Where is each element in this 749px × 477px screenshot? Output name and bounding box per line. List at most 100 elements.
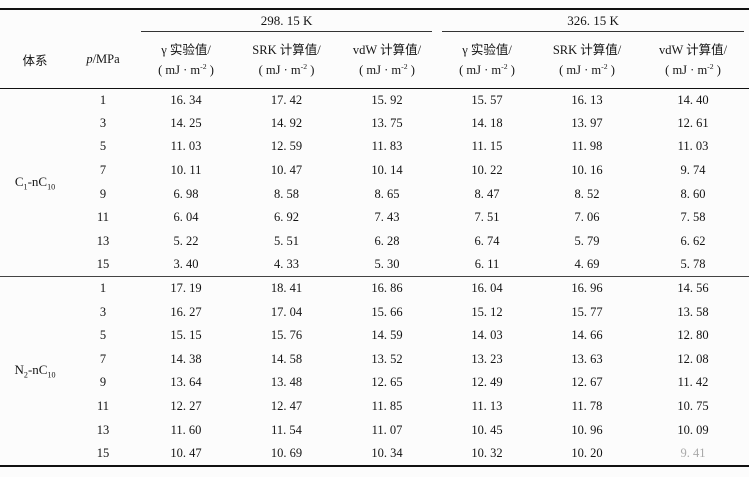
data-table: 298. 15 K 326. 15 K 体系 p/MPa γ 实验值/ ( mJ… [0, 8, 749, 467]
value-cell: 12. 27 [170, 399, 202, 414]
temp-label-298: 298. 15 K [260, 13, 313, 28]
value-cell: 11. 78 [571, 399, 603, 414]
value-cell: 10. 20 [571, 445, 603, 460]
temp-header-298: 298. 15 K [136, 9, 437, 32]
pressure-cell: 15 [96, 257, 110, 272]
value-cell: 11. 85 [371, 399, 403, 414]
value-cell: 15. 66 [371, 304, 403, 319]
value-cell: 15. 15 [170, 328, 202, 343]
value-cell: 4. 69 [574, 257, 600, 272]
col-header-vdw-298: vdW 计算值/ ( mJ · m-2 ) [352, 43, 422, 77]
value-cell: 12. 61 [677, 115, 709, 130]
col-header-system: 体系 [22, 54, 48, 69]
table-row: 9 13. 64 13. 48 12. 65 12. 49 12. 67 11. 42 [0, 371, 749, 395]
value-cell: 11. 98 [571, 139, 603, 154]
pressure-cell: 5 [99, 139, 107, 154]
value-cell: 7. 58 [680, 210, 706, 225]
pressure-unit: /MPa [92, 52, 120, 67]
system-label-text: C [14, 173, 24, 189]
col-header-vdw-326: vdW 计算值/ ( mJ · m-2 ) [658, 43, 728, 77]
system-label-text: -nC [27, 362, 48, 378]
col-header-gamma-exp-326: γ 实验值/ ( mJ · m-2 ) [459, 43, 515, 77]
value-cell: 16. 04 [437, 276, 538, 301]
value-cell: 10. 22 [471, 163, 503, 178]
value-cell: 9. 41 [680, 445, 706, 460]
table-row: 7 10. 11 10. 47 10. 14 10. 22 10. 16 9. 74 [0, 159, 749, 183]
value-cell: 15. 12 [471, 304, 503, 319]
value-cell: 13. 52 [371, 351, 403, 366]
system-label: C1-nC10 [0, 88, 70, 277]
value-cell: 5. 51 [274, 233, 299, 248]
pressure-cell: 11 [96, 210, 110, 225]
table-row: N2-nC10 1 17. 19 18. 41 16. 86 16. 04 16. 96 14… [0, 276, 749, 466]
table-row: 7 14. 38 14. 58 13. 52 13. 23 13. 63 12. 08 [0, 348, 749, 372]
value-cell: 8. 47 [474, 186, 500, 201]
value-cell: 9. 74 [680, 163, 706, 178]
pressure-cell: 3 [99, 304, 107, 319]
value-cell: 16. 13 [571, 92, 603, 107]
table-row: 13 5. 22 5. 51 6. 28 6. 74 5. 79 6. 62 [0, 230, 749, 254]
value-cell: 10. 32 [471, 445, 503, 460]
value-cell: 16. 34 [170, 92, 202, 107]
system-label-subscript: 2 [23, 370, 28, 380]
value-cell: 6. 28 [374, 233, 400, 248]
temp-spacer [0, 9, 136, 32]
pressure-cell: 1 [70, 276, 136, 301]
pressure-cell: 9 [99, 375, 107, 390]
value-cell: 13. 23 [471, 351, 503, 366]
value-cell: 10. 09 [677, 422, 709, 437]
value-cell: 13. 75 [371, 115, 403, 130]
value-cell: 14. 59 [371, 328, 403, 343]
value-cell: 10. 45 [471, 422, 503, 437]
value-cell: 11. 60 [170, 422, 202, 437]
value-cell: 14. 40 [677, 92, 709, 107]
value-cell: 11. 15 [471, 139, 503, 154]
pressure-cell: 7 [99, 163, 107, 178]
value-cell: 5. 79 [574, 233, 600, 248]
value-cell: 4. 33 [274, 257, 299, 272]
value-cell: 10. 14 [371, 163, 403, 178]
value-cell: 10. 47 [270, 163, 303, 178]
value-cell: 16. 27 [170, 304, 202, 319]
value-cell: 5. 30 [374, 257, 400, 272]
value-cell: 14. 18 [471, 115, 503, 130]
pressure-cell: 13 [96, 422, 110, 437]
value-cell: 8. 52 [574, 186, 600, 201]
value-cell: 10. 16 [571, 163, 603, 178]
value-cell: 11. 83 [371, 139, 403, 154]
value-cell: 12. 49 [471, 375, 503, 390]
col-header-srk-326: SRK 计算值/ ( mJ · m-2 ) [552, 43, 622, 77]
system-label-subscript: 10 [47, 370, 56, 380]
pressure-symbol: p [86, 52, 93, 67]
table-header: 298. 15 K 326. 15 K 体系 p/MPa γ 实验值/ ( mJ… [0, 9, 749, 88]
pressure-cell: 5 [99, 328, 107, 343]
table-row: 3 16. 27 17. 04 15. 66 15. 12 15. 77 13. 58 [0, 300, 749, 324]
value-cell: 13. 58 [677, 304, 709, 319]
value-cell: 17. 04 [270, 304, 303, 319]
value-cell: 6. 74 [474, 233, 500, 248]
value-cell: 16. 86 [337, 276, 438, 301]
value-cell: 6. 92 [274, 210, 299, 225]
system-label-text: N [14, 362, 24, 378]
value-cell: 3. 40 [173, 257, 199, 272]
value-cell: 14. 58 [270, 351, 303, 366]
table-body: C1-nC10 1 16. 34 17. 42 15. 92 15. 57 16. 13 14… [0, 88, 749, 466]
temperature-row: 298. 15 K 326. 15 K [0, 9, 749, 32]
col-header-pressure: p/MPa [70, 32, 136, 88]
value-cell: 7. 51 [474, 210, 500, 225]
table-row: 9 6. 98 8. 58 8. 65 8. 47 8. 52 8. 60 [0, 182, 749, 206]
table-row: 15 3. 40 4. 33 5. 30 6. 11 4. 69 5. 78 [0, 253, 749, 277]
value-cell: 5. 78 [680, 257, 706, 272]
value-cell: 7. 06 [574, 210, 600, 225]
value-cell: 6. 62 [680, 233, 706, 248]
value-cell: 13. 97 [571, 115, 603, 130]
value-cell: 15. 57 [471, 92, 503, 107]
system-label-text: -nC [27, 173, 48, 189]
col-header-srk-298: SRK 计算值/ ( mJ · m-2 ) [252, 43, 321, 77]
system-label-subscript: 10 [47, 182, 56, 192]
value-cell: 11. 42 [677, 375, 709, 390]
value-cell: 8. 65 [374, 186, 400, 201]
temp-header-326: 326. 15 K [437, 9, 749, 32]
value-cell: 14. 56 [637, 276, 749, 301]
column-header-row: 体系 p/MPa γ 实验值/ ( mJ · m-2 ) SRK 计算值/ ( … [0, 32, 749, 88]
